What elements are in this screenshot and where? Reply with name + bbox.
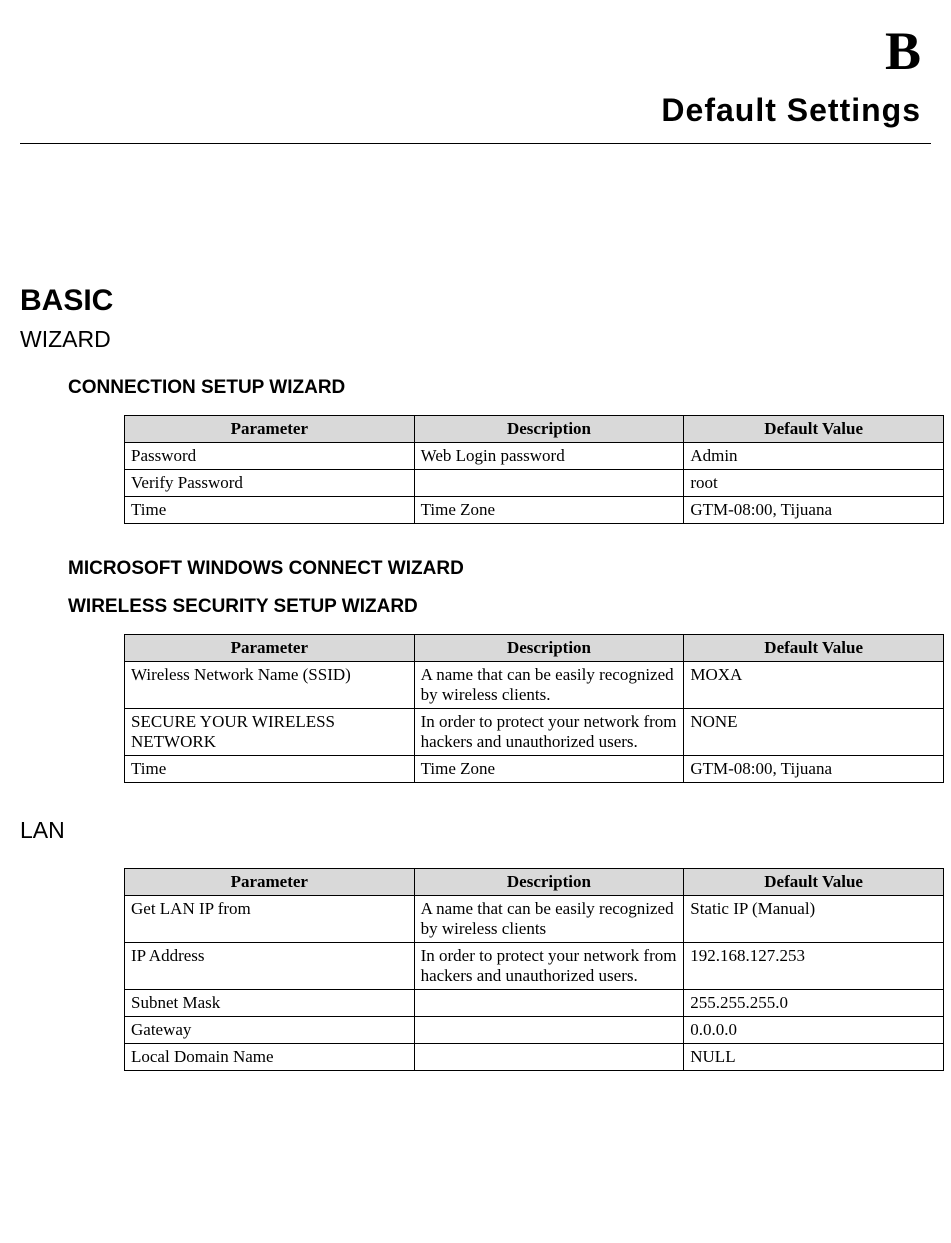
cell-default: 255.255.255.0: [684, 990, 944, 1017]
connection-setup-table: Parameter Description Default Value Pass…: [124, 415, 944, 524]
cell-desc: Time Zone: [414, 756, 684, 783]
th-default: Default Value: [684, 416, 944, 443]
wizard-heading: WIZARD: [20, 326, 931, 353]
table-row: Password Web Login password Admin: [125, 443, 944, 470]
cell-default: NONE: [684, 709, 944, 756]
table-row: Time Time Zone GTM-08:00, Tijuana: [125, 756, 944, 783]
cell-param: SECURE YOUR WIRELESS NETWORK: [125, 709, 415, 756]
cell-default: NULL: [684, 1044, 944, 1071]
cell-param: Time: [125, 497, 415, 524]
table-header-row: Parameter Description Default Value: [125, 869, 944, 896]
table-row: Get LAN IP from A name that can be easil…: [125, 896, 944, 943]
th-description: Description: [414, 416, 684, 443]
th-description: Description: [414, 635, 684, 662]
cell-param: Password: [125, 443, 415, 470]
th-parameter: Parameter: [125, 635, 415, 662]
table-row: Wireless Network Name (SSID) A name that…: [125, 662, 944, 709]
table-row: Gateway 0.0.0.0: [125, 1017, 944, 1044]
cell-desc: In order to protect your network from ha…: [414, 709, 684, 756]
cell-default: Static IP (Manual): [684, 896, 944, 943]
table-row: Time Time Zone GTM-08:00, Tijuana: [125, 497, 944, 524]
cell-default: GTM-08:00, Tijuana: [684, 497, 944, 524]
cell-param: Wireless Network Name (SSID): [125, 662, 415, 709]
cell-default: MOXA: [684, 662, 944, 709]
cell-desc: Time Zone: [414, 497, 684, 524]
lan-heading: LAN: [20, 817, 931, 844]
cell-param: IP Address: [125, 943, 415, 990]
table-row: Local Domain Name NULL: [125, 1044, 944, 1071]
appendix-title: Default Settings: [20, 82, 931, 144]
th-default: Default Value: [684, 869, 944, 896]
cell-desc: Web Login password: [414, 443, 684, 470]
cell-desc: [414, 1017, 684, 1044]
cell-desc: [414, 990, 684, 1017]
cell-param: Time: [125, 756, 415, 783]
cell-desc: [414, 1044, 684, 1071]
th-default: Default Value: [684, 635, 944, 662]
cell-default: root: [684, 470, 944, 497]
cell-default: 192.168.127.253: [684, 943, 944, 990]
cell-param: Subnet Mask: [125, 990, 415, 1017]
table-row: Subnet Mask 255.255.255.0: [125, 990, 944, 1017]
appendix-letter: B: [20, 20, 921, 82]
cell-desc: [414, 470, 684, 497]
cell-desc: A name that can be easily recognized by …: [414, 896, 684, 943]
basic-heading: BASIC: [20, 284, 931, 318]
cell-desc: In order to protect your network from ha…: [414, 943, 684, 990]
cell-param: Verify Password: [125, 470, 415, 497]
cell-default: Admin: [684, 443, 944, 470]
th-parameter: Parameter: [125, 869, 415, 896]
wireless-security-table: Parameter Description Default Value Wire…: [124, 634, 944, 783]
table-row: SECURE YOUR WIRELESS NETWORK In order to…: [125, 709, 944, 756]
cell-param: Get LAN IP from: [125, 896, 415, 943]
cell-param: Gateway: [125, 1017, 415, 1044]
wireless-security-title: WIRELESS SECURITY SETUP WIZARD: [68, 596, 931, 618]
table-row: IP Address In order to protect your netw…: [125, 943, 944, 990]
connection-setup-title: CONNECTION SETUP WIZARD: [68, 377, 931, 399]
table-header-row: Parameter Description Default Value: [125, 635, 944, 662]
ms-windows-connect-title: MICROSOFT WINDOWS CONNECT WIZARD: [68, 558, 931, 580]
cell-default: 0.0.0.0: [684, 1017, 944, 1044]
th-description: Description: [414, 869, 684, 896]
cell-default: GTM-08:00, Tijuana: [684, 756, 944, 783]
table-header-row: Parameter Description Default Value: [125, 416, 944, 443]
table-row: Verify Password root: [125, 470, 944, 497]
cell-desc: A name that can be easily recognized by …: [414, 662, 684, 709]
cell-param: Local Domain Name: [125, 1044, 415, 1071]
lan-table: Parameter Description Default Value Get …: [124, 868, 944, 1071]
page: B Default Settings BASIC WIZARD CONNECTI…: [0, 20, 951, 1145]
th-parameter: Parameter: [125, 416, 415, 443]
